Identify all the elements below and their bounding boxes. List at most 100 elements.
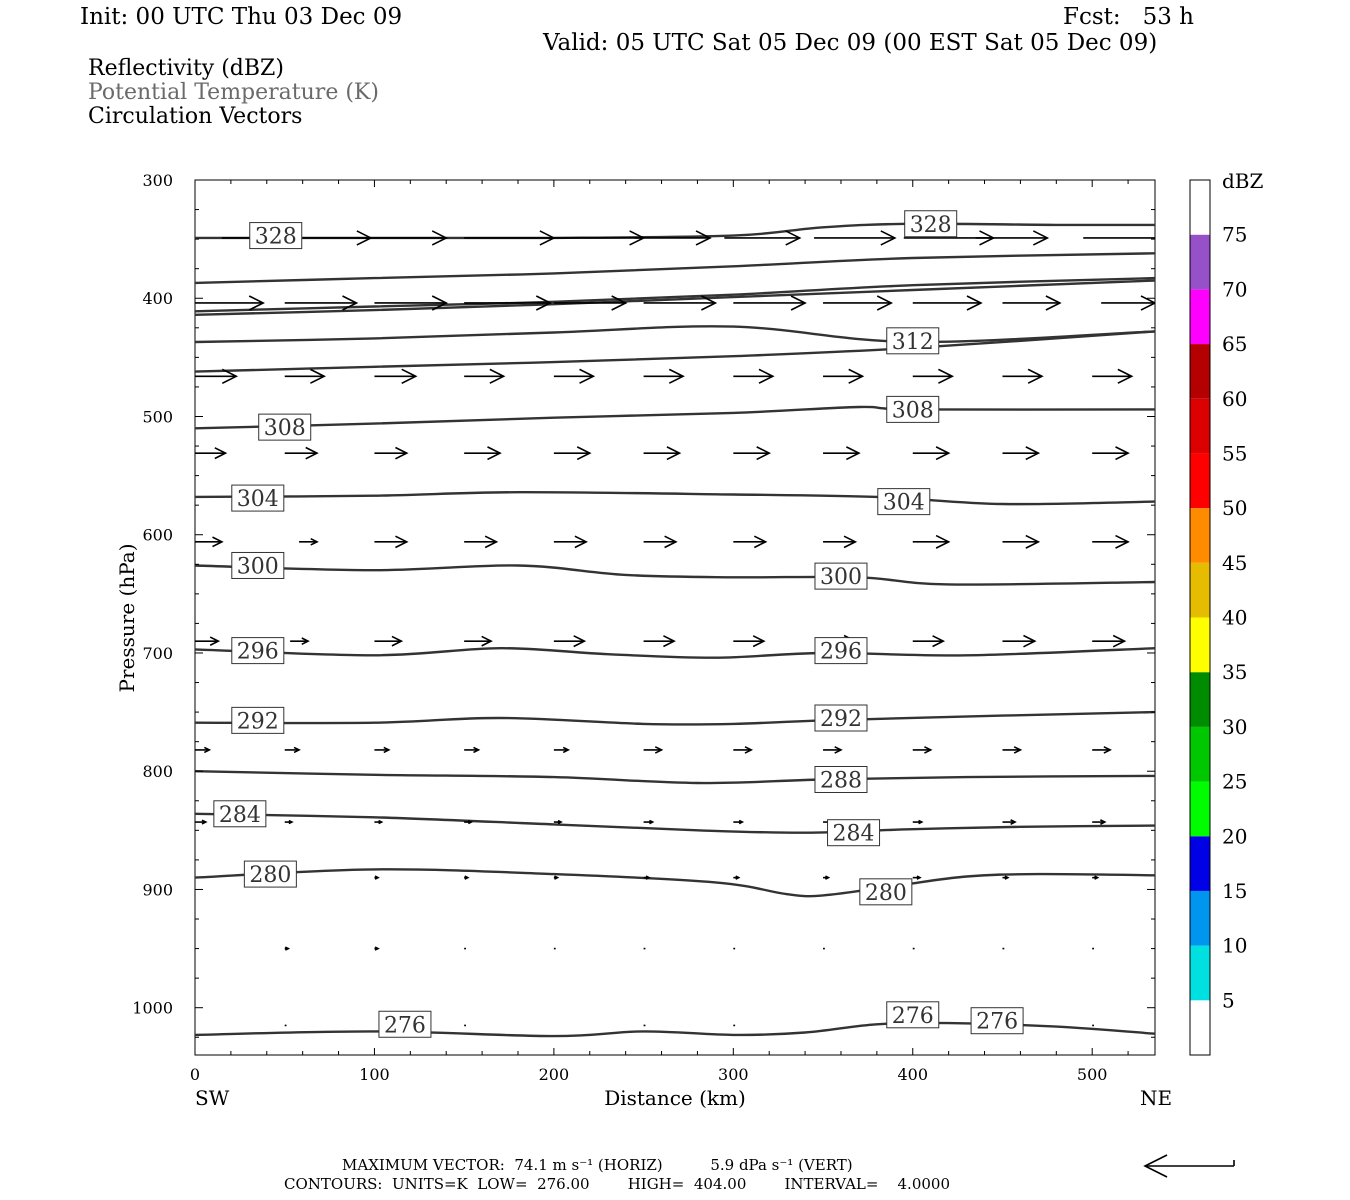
colorbar-segment — [1190, 945, 1210, 1001]
circulation-vector — [195, 636, 221, 646]
contour-label: 312 — [892, 330, 934, 355]
circulation-vector — [553, 368, 596, 384]
circulation-vector — [733, 635, 766, 648]
circulation-vector — [284, 819, 294, 825]
isentrope-line — [195, 868, 1155, 898]
colorbar-label: 55 — [1222, 441, 1247, 465]
circulation-vector — [553, 230, 646, 246]
circulation-vector — [733, 295, 807, 311]
circulation-vector — [195, 368, 239, 384]
circulation-vector — [733, 875, 741, 880]
circulation-vector — [374, 368, 418, 384]
colorbar-segment — [1190, 617, 1210, 673]
contour-label: 288 — [820, 768, 862, 793]
circulation-vector — [195, 447, 228, 460]
isentrope-line — [195, 252, 1155, 285]
circulation-vector — [643, 446, 682, 461]
contour-label-box — [886, 395, 940, 423]
contour-label: 284 — [833, 822, 875, 847]
circulation-vector — [553, 295, 628, 311]
circulation-vector — [733, 746, 754, 754]
circulation-vector — [1002, 534, 1041, 549]
contour-label-box — [258, 413, 312, 441]
circulation-vector — [643, 746, 664, 754]
colorbar-label: 10 — [1222, 934, 1247, 958]
circulation-vector — [733, 819, 745, 825]
isentrope-line — [195, 405, 1155, 430]
circulation-vector — [284, 746, 301, 754]
circulation-vector — [733, 446, 771, 461]
colorbar-unit: dBZ — [1222, 169, 1264, 193]
contour-label: 308 — [892, 398, 934, 423]
circulation-vector — [823, 746, 843, 754]
contour-label: 328 — [910, 213, 952, 238]
circulation-vector — [195, 819, 208, 825]
axes-layer: 0 100 200 300 400 500 300 400 500 600 700 800 900 100… — [132, 171, 1155, 1084]
circulation-vector — [912, 295, 983, 311]
circulation-vector — [912, 446, 951, 461]
circulation-vector — [975, 230, 1050, 246]
circulation-vector — [195, 536, 224, 548]
contour-label-box — [231, 551, 285, 579]
circulation-vector — [374, 819, 384, 825]
circulation-vector — [634, 230, 712, 246]
colorbar-segment — [1190, 562, 1210, 618]
contour-label: 308 — [264, 416, 306, 441]
contour-label-layer: 328 328 312 308 308 304 304 300 300 296 296 292 292 2… — [213, 210, 1024, 1038]
circulation-vector — [1002, 746, 1023, 754]
colorbar-label: 15 — [1222, 879, 1247, 903]
circulation-vector — [1092, 446, 1130, 461]
circulation-vector — [912, 819, 924, 825]
x-tick-label: 300 — [718, 1065, 749, 1084]
colorbar-segment — [1190, 180, 1210, 235]
contour-label-box — [877, 488, 931, 516]
y-tick-label: 600 — [142, 526, 173, 545]
contour-label-box — [886, 327, 940, 355]
x-tick-label: 200 — [539, 1065, 570, 1084]
circulation-vector — [553, 446, 592, 461]
colorbar-segment — [1190, 781, 1210, 837]
circulation-vector — [374, 446, 409, 460]
colorbar-label: 50 — [1222, 496, 1247, 520]
contour-label: 328 — [255, 225, 297, 250]
circulation-vector — [1092, 819, 1107, 825]
circulation-vector — [1101, 295, 1155, 311]
circulation-vector — [823, 875, 831, 880]
y-tick-label: 900 — [142, 880, 173, 899]
legend-potential-temperature: Potential Temperature (K) — [88, 80, 379, 105]
valid-time: Valid: 05 UTC Sat 05 Dec 09 (00 EST Sat … — [543, 30, 1158, 56]
colorbar-label: 35 — [1222, 660, 1247, 684]
colorbar-label: 5 — [1222, 988, 1235, 1012]
colorbar-label: 70 — [1222, 277, 1247, 301]
contour-label-box — [827, 819, 881, 847]
init-time: Init: 00 UTC Thu 03 Dec 09 — [80, 4, 403, 30]
contour-label-box — [213, 800, 267, 828]
circulation-vector — [1002, 819, 1017, 825]
colorbar-label: 30 — [1222, 715, 1247, 739]
circulation-vector — [374, 635, 404, 647]
contour-label-box — [814, 704, 868, 732]
circulation-vector — [1083, 237, 1155, 239]
x-tick-label: 100 — [359, 1065, 390, 1084]
contour-label-box — [231, 484, 285, 512]
isentrope-line — [195, 330, 1155, 373]
y-tick-label: 1000 — [132, 999, 173, 1018]
circulation-vector — [912, 368, 955, 384]
circulation-vector — [1092, 875, 1100, 880]
contour-label-box — [970, 1007, 1024, 1035]
circulation-vector — [733, 535, 768, 549]
contour-label: 296 — [820, 640, 862, 665]
colorbar-segment — [1190, 508, 1210, 563]
circulation-vector — [912, 635, 946, 648]
circulation-vector — [284, 368, 326, 384]
contour-label-box — [859, 878, 913, 906]
circulation-vector — [374, 946, 380, 951]
circulation-vector — [553, 535, 588, 549]
circulation-vector — [823, 535, 858, 549]
x-end-label-sw: SW — [195, 1086, 230, 1110]
contour-label: 292 — [237, 709, 279, 734]
circulation-vector — [356, 230, 449, 246]
circulation-vector — [912, 875, 922, 880]
circulation-vector — [195, 295, 265, 311]
